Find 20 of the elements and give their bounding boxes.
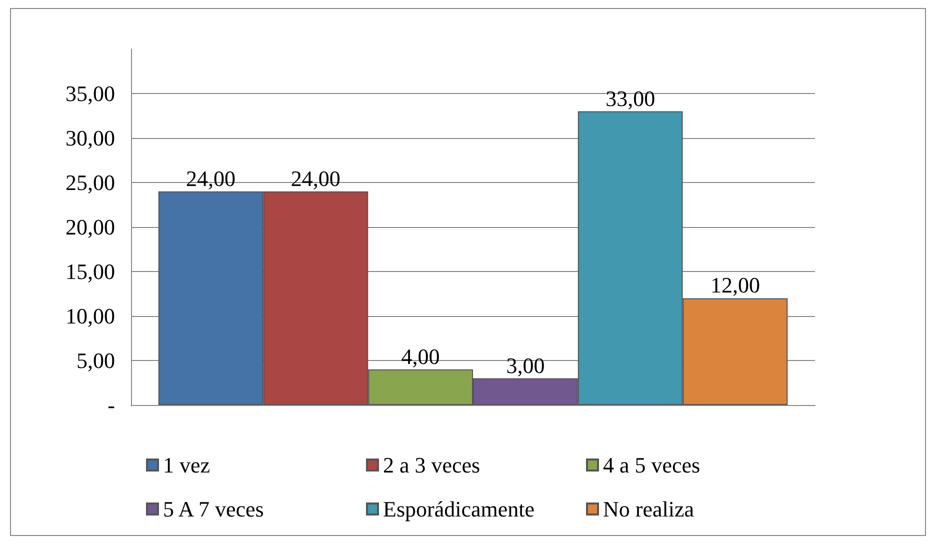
data-label: 12,00 (710, 272, 760, 298)
data-label: 24,00 (186, 166, 236, 191)
y-tick-label: 5,00 (76, 348, 115, 373)
data-label: 24,00 (290, 166, 340, 191)
legend-label: 4 a 5 veces (603, 452, 700, 478)
y-tick-label: 15,00 (66, 259, 115, 284)
y-tick-label: 30,00 (66, 126, 115, 150)
legend-label: Esporádicamente (383, 496, 534, 522)
legend-label: 2 a 3 veces (383, 452, 480, 478)
y-tick-label: 35,00 (66, 81, 115, 106)
y-tick-label: 25,00 (66, 170, 115, 195)
y-tick-label: - (108, 392, 115, 418)
data-label: 33,00 (606, 86, 656, 111)
legend-label: 5 A 7 veces (163, 496, 264, 522)
y-tick-label: 20,00 (66, 214, 115, 240)
data-label: 4,00 (401, 344, 440, 369)
legend-label: No realiza (603, 496, 694, 522)
legend-label: 1 vez (163, 452, 210, 478)
data-label: 3,00 (506, 352, 545, 378)
y-tick-label: 10,00 (66, 304, 115, 328)
